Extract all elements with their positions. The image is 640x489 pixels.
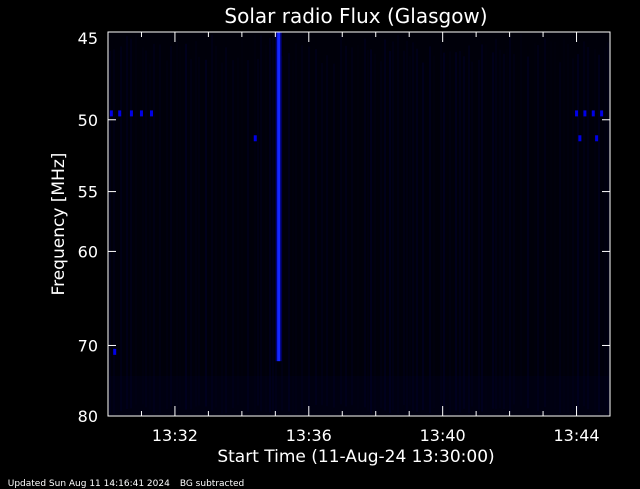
- rfi-point: [139, 110, 143, 117]
- background-note: BG subtracted: [179, 479, 245, 489]
- rfi-point: [253, 135, 257, 142]
- low-band-noise: [109, 375, 609, 415]
- y-axis-label: Frequency [MHz]: [49, 153, 69, 296]
- y-tick-label: 50: [78, 111, 98, 130]
- plot-frame: [107, 31, 611, 417]
- y-tick-label: 70: [78, 336, 98, 355]
- x-axis: 13:32 13:36 13:40 13:44: [140, 32, 600, 445]
- y-tick-label: 60: [78, 242, 98, 261]
- rfi-point: [129, 110, 133, 117]
- signal-features: [109, 32, 604, 362]
- chart-title: Solar radio Flux (Glasgow): [224, 4, 487, 28]
- rfi-point: [109, 110, 113, 117]
- rfi-point: [595, 135, 599, 142]
- y-tick-label: 55: [78, 183, 98, 202]
- x-axis-label: Start Time (11-Aug-24 13:30:00): [217, 447, 494, 467]
- x-tick-label: 13:36: [286, 426, 332, 445]
- rfi-point: [150, 110, 154, 117]
- rfi-point: [575, 110, 579, 117]
- plot-background: [108, 32, 610, 416]
- y-tick-label: 45: [78, 29, 98, 48]
- y-axis: 45 50 55 60 70 80: [78, 29, 610, 426]
- rfi-point: [578, 135, 582, 142]
- updated-timestamp: Updated Sun Aug 11 14:16:41 2024: [7, 479, 170, 489]
- x-tick-label: 13:44: [553, 426, 599, 445]
- x-tick-label: 13:40: [420, 426, 466, 445]
- footer: Updated Sun Aug 11 14:16:41 2024 BG subtr…: [2, 469, 254, 489]
- rfi-point: [113, 348, 117, 355]
- y-tick-label: 80: [78, 407, 98, 426]
- plot-area: [107, 31, 611, 417]
- radio-burst: [277, 32, 281, 362]
- rfi-point: [591, 110, 595, 117]
- rfi-point: [583, 110, 587, 117]
- rfi-point: [600, 110, 604, 117]
- x-tick-label: 13:32: [152, 426, 198, 445]
- rfi-point: [118, 110, 122, 117]
